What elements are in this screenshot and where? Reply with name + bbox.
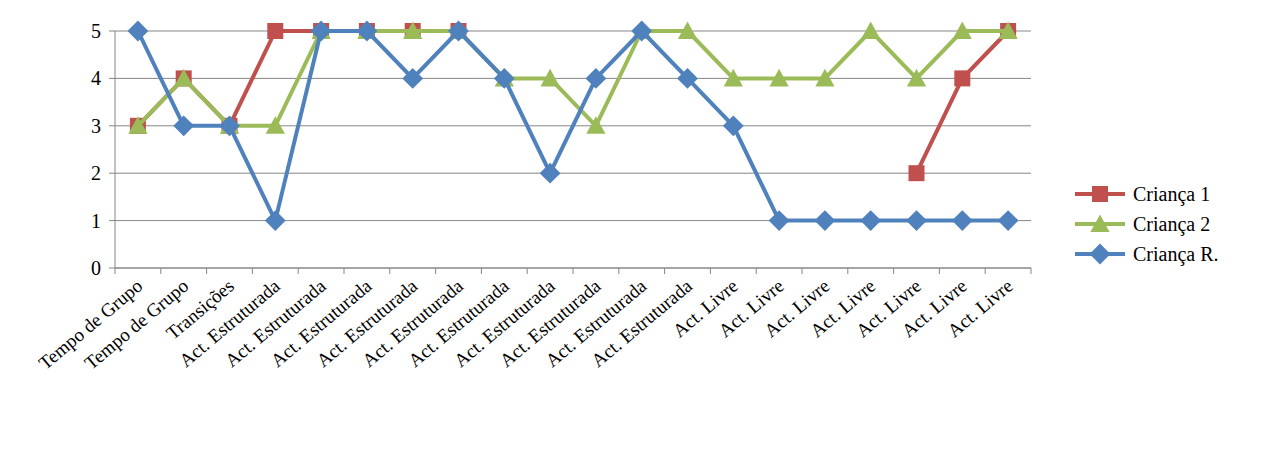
series-line — [138, 31, 1008, 221]
series-marker — [999, 21, 1018, 39]
series-marker — [906, 210, 927, 231]
x-tick — [710, 268, 711, 274]
y-tick — [109, 78, 115, 79]
series-marker — [173, 115, 194, 136]
series-marker — [724, 69, 743, 87]
legend-label: Criança R. — [1133, 243, 1219, 266]
y-tick — [109, 125, 115, 126]
series-marker — [174, 69, 193, 87]
series-marker — [586, 116, 605, 134]
series-marker — [541, 69, 560, 87]
y-tick — [109, 268, 115, 269]
y-tick-label: 1 — [91, 210, 101, 232]
series-marker — [953, 21, 972, 39]
legend-label: Criança 2 — [1133, 213, 1210, 236]
series-marker — [586, 68, 607, 89]
x-tick — [985, 268, 986, 274]
y-tick — [109, 31, 115, 32]
series-marker — [128, 21, 149, 42]
y-tick-label: 3 — [91, 115, 101, 137]
x-tick — [344, 268, 345, 274]
series-marker — [769, 210, 790, 231]
y-tick — [109, 220, 115, 221]
x-tick — [435, 268, 436, 274]
y-axis — [115, 31, 116, 268]
y-tick-label: 0 — [91, 257, 101, 279]
series-marker — [265, 210, 286, 231]
legend-marker — [1090, 214, 1109, 232]
series-marker — [909, 165, 925, 181]
x-tick — [206, 268, 207, 274]
series-marker — [403, 21, 422, 39]
series-marker — [219, 115, 240, 136]
legend-label: Criança 1 — [1133, 183, 1210, 206]
series-line — [138, 31, 1008, 173]
series-marker — [907, 69, 926, 87]
chart: 012345Tempo de GrupoTempo de GrupoTransi… — [0, 0, 1276, 472]
series-marker — [677, 68, 698, 89]
grid-line — [115, 31, 1031, 32]
series — [128, 21, 1019, 231]
series — [128, 21, 1017, 133]
x-tick — [115, 268, 116, 274]
series-marker — [448, 21, 469, 42]
x-tick — [481, 268, 482, 274]
series-marker — [540, 163, 561, 184]
y-tick — [109, 173, 115, 174]
series-marker — [678, 21, 697, 39]
y-tick-label: 2 — [91, 162, 101, 184]
y-tick-label: 4 — [91, 67, 101, 89]
series-marker — [998, 210, 1019, 231]
x-tick — [160, 268, 161, 274]
x-tick — [1031, 268, 1032, 274]
series-marker — [954, 70, 970, 86]
series-marker — [357, 21, 378, 42]
series-marker — [770, 69, 789, 87]
x-tick — [252, 268, 253, 274]
series-marker — [815, 69, 834, 87]
legend-marker — [1090, 244, 1111, 265]
x-tick-label: Act. Livre — [943, 275, 1016, 341]
series-marker — [267, 23, 283, 39]
series-marker — [952, 210, 973, 231]
x-tick — [847, 268, 848, 274]
series-marker — [311, 21, 332, 42]
x-tick — [664, 268, 665, 274]
x-tick — [298, 268, 299, 274]
series-marker — [266, 116, 285, 134]
x-tick — [802, 268, 803, 274]
x-tick — [893, 268, 894, 274]
x-tick — [389, 268, 390, 274]
series — [130, 23, 1016, 181]
x-tick — [756, 268, 757, 274]
series-marker — [402, 68, 423, 89]
plot-area — [128, 21, 1019, 231]
series-line — [138, 31, 1008, 126]
series-marker — [815, 210, 836, 231]
legend-marker — [1092, 186, 1108, 202]
series-marker — [860, 210, 881, 231]
x-tick — [939, 268, 940, 274]
legend: Criança 1 Criança 2 Criança R. — [1075, 183, 1219, 266]
series-marker — [494, 68, 515, 89]
x-tick — [527, 268, 528, 274]
series-marker — [723, 115, 744, 136]
series-marker — [861, 21, 880, 39]
series-marker — [128, 116, 147, 134]
y-tick-label: 5 — [91, 20, 101, 42]
x-tick — [618, 268, 619, 274]
x-tick — [573, 268, 574, 274]
series-marker — [631, 21, 652, 42]
